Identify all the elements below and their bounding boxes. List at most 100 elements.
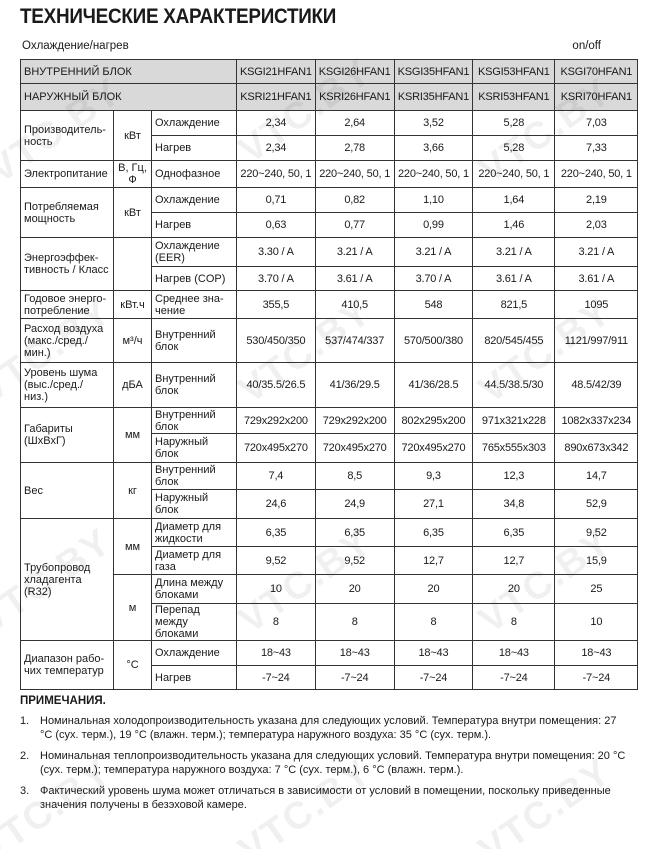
mode-label: Охлаждение/нагрев: [22, 40, 129, 52]
mode-cell: Диаметр для жидкости: [151, 518, 237, 547]
table-row: Вес кг Внутренний блок 7,4 8,5 9,3 12,3 14,7: [20, 462, 639, 519]
value-cell: 18~43: [314, 640, 395, 666]
value-cell: 1121/997/911: [554, 318, 639, 363]
header-label: ВНУТРЕННИЙ БЛОК: [20, 59, 237, 84]
header-row: ВНУТРЕННИЙ БЛОК KSGI21HFAN1 KSGI26HFAN1 KSG…: [20, 59, 639, 84]
model-cell: KSRI70HFAN1: [554, 83, 639, 111]
header-label: НАРУЖНЫЙ БЛОК: [20, 83, 237, 111]
value-cell: 0,71: [236, 187, 316, 213]
table-row: Перепад между блоками 8 8 8 8 10: [21, 603, 639, 641]
note-text: Номинальная теплопроизводительность указ…: [40, 750, 626, 776]
table-row: м Длина между блоками 10 20 20 20 25: [21, 574, 639, 641]
unit-cell: °C: [113, 640, 152, 690]
value-cell: 7,03: [554, 110, 639, 136]
param-name: Электропитание: [20, 160, 114, 188]
table-row: Энергоэффек-тивность / Класс Охлаждение (…: [20, 237, 639, 291]
mode-cell: Длина между блоками: [151, 574, 237, 604]
mode-cell: Охлаждение: [151, 110, 237, 136]
model-cell: KSRI21HFAN1: [236, 83, 316, 111]
mode-cell: Охлаждение: [151, 187, 237, 213]
param-name: Потребляемая мощность: [20, 187, 114, 238]
value-cell: 890x673x342: [554, 433, 639, 463]
model-cell: KSGI21HFAN1: [236, 59, 316, 84]
mode-cell: Перепад между блоками: [151, 603, 237, 641]
value-cell: 765x555x303: [472, 433, 556, 463]
value-cell: 34,8: [472, 489, 556, 519]
value-cell: 971x321x228: [472, 407, 556, 434]
model-cell: KSGI70HFAN1: [554, 59, 639, 84]
value-cell: 18~43: [472, 640, 556, 666]
value-cell: 720x495x270: [236, 433, 316, 463]
param-name: Трубопровод хладагента (R32): [20, 518, 114, 641]
param-name: Уровень шума (выс./сред./ низ.): [20, 362, 114, 408]
value-cell: 7,4: [236, 462, 316, 490]
value-cell: 44.5/38.5/30: [472, 362, 556, 408]
value-cell: 12,3: [472, 462, 556, 490]
value-cell: 15,9: [554, 546, 639, 575]
mode-cell: Нагрев: [151, 665, 237, 690]
value-cell: 3,66: [393, 135, 474, 161]
value-cell: 820/545/455: [472, 318, 556, 363]
mode-cell: Внутренний блок: [151, 318, 237, 363]
value-cell: 27,1: [393, 489, 474, 519]
value-cell: 12,7: [472, 546, 556, 575]
table-row: Наружный блок 24,6 24,9 27,1 34,8 52,9: [21, 489, 639, 519]
notes-section: ПРИМЕЧАНИЯ. 1. Номинальная холодопроизвод…: [20, 694, 630, 819]
value-cell: 8: [314, 603, 395, 641]
value-cell: 3.70 / A: [393, 266, 474, 291]
value-cell: -7~24: [472, 665, 556, 690]
value-cell: 1,64: [472, 187, 556, 213]
value-cell: 3.61 / A: [314, 266, 395, 291]
table-row: Наружный блок 720x495x270 720x495x270 720x4…: [21, 433, 639, 463]
table-row: Годовое энерго-потребление кВт.ч Среднее з…: [20, 290, 639, 319]
value-cell: 12,7: [393, 546, 474, 575]
control-type-label: on/off: [572, 40, 601, 52]
value-cell: 18~43: [554, 640, 639, 666]
table-row: Диаметр для газа 9,52 9,52 12,7 12,7 15,9: [21, 546, 639, 575]
table-row: Диапазон рабо-чих температур °C Охлаждение…: [20, 640, 639, 690]
table-row: Производитель-ность кВт Охлаждение 2,34 2,64…: [20, 110, 639, 161]
unit-cell: В, Гц, Ф: [113, 160, 152, 188]
note-text: Номинальная холодопроизводительность ука…: [40, 715, 617, 741]
value-cell: 2,34: [236, 135, 316, 161]
mode-cell: Охлаждение (EER): [151, 237, 237, 267]
mode-cell: Наружный блок: [151, 433, 237, 463]
unit-cell: мм: [113, 407, 152, 463]
model-cell: KSRI53HFAN1: [472, 83, 556, 111]
value-cell: 3.30 / A: [236, 237, 316, 267]
unit-cell: кг: [113, 462, 152, 519]
value-cell: 10: [554, 603, 639, 641]
value-cell: 1,46: [472, 212, 556, 238]
value-cell: 6,35: [472, 518, 556, 547]
unit-cell: м³/ч: [113, 318, 152, 363]
table-row: Трубопровод хладагента (R32) мм Диаметр дл…: [20, 518, 639, 641]
value-cell: 3.21 / A: [472, 237, 556, 267]
value-cell: 530/450/350: [236, 318, 316, 363]
value-cell: 20: [393, 574, 474, 604]
mode-cell: Внутренний блок: [151, 407, 237, 434]
value-cell: 0,82: [314, 187, 395, 213]
value-cell: -7~24: [554, 665, 639, 690]
param-name: Производитель-ность: [20, 110, 114, 161]
note-item: 2. Номинальная теплопроизводительность ук…: [20, 749, 630, 777]
value-cell: 3.61 / A: [554, 266, 639, 291]
value-cell: 20: [472, 574, 556, 604]
value-cell: 3,52: [393, 110, 474, 136]
value-cell: 3.21 / A: [393, 237, 474, 267]
unit-cell: м: [113, 574, 152, 641]
mode-cell: Диаметр для газа: [151, 546, 237, 575]
table-row: Электропитание В, Гц, Ф Однофазное 220~240,…: [20, 160, 639, 188]
param-name: Вес: [20, 462, 114, 519]
value-cell: 10: [236, 574, 316, 604]
unit-cell: кВт: [113, 187, 152, 238]
param-name: Годовое энерго-потребление: [20, 290, 114, 319]
table-row: Нагрев 0,63 0,77 0,99 1,46 2,03: [21, 212, 639, 238]
spec-table: ВНУТРЕННИЙ БЛОК KSGI21HFAN1 KSGI26HFAN1 KSG…: [20, 59, 639, 690]
note-text: Фактический уровень шума может отличатьс…: [40, 785, 611, 811]
notes-title: ПРИМЕЧАНИЯ.: [20, 695, 106, 707]
value-cell: 2,78: [314, 135, 395, 161]
unit-cell: дБА: [113, 362, 152, 408]
value-cell: 40/35.5/26.5: [236, 362, 316, 408]
value-cell: 41/36/28.5: [393, 362, 474, 408]
